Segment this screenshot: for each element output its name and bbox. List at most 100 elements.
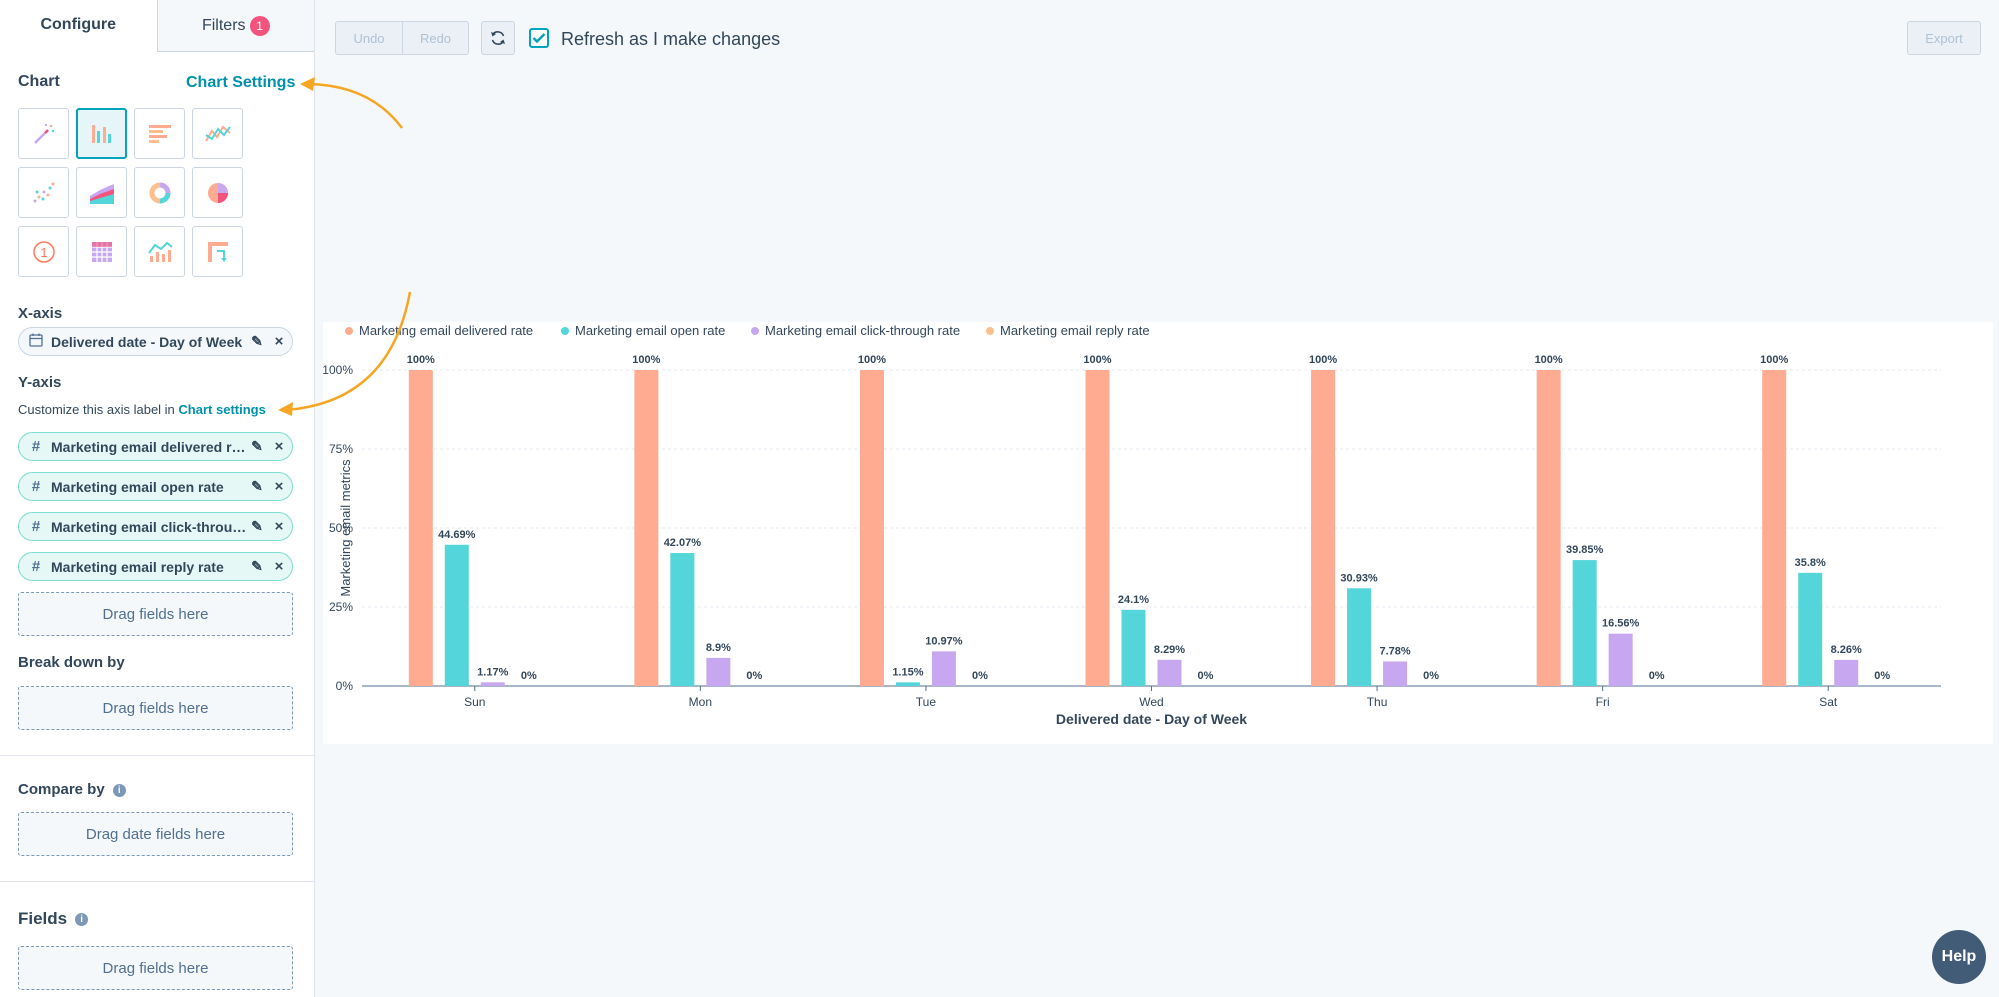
table-icon[interactable] (76, 226, 127, 277)
yaxis-hint-text: Customize this axis label in (18, 402, 175, 417)
bar (706, 657, 731, 686)
bar (634, 370, 659, 686)
combo-chart-icon[interactable] (134, 226, 185, 277)
yaxis-field-label: Marketing email reply rate (51, 558, 224, 575)
legend-marker (345, 327, 353, 335)
data-label: 10.97% (925, 635, 963, 647)
config-panel: Configure Filters 1 Chart Chart Settings (0, 0, 315, 997)
yaxis-field-pill[interactable]: # Marketing email open rate ✎ × (18, 472, 293, 501)
y-tick-label: 50% (329, 521, 353, 535)
fields-title-text: Fields (18, 909, 68, 928)
kpi-icon[interactable]: 1 (18, 226, 69, 277)
edit-pencil-icon[interactable]: ✎ (251, 333, 263, 349)
area-chart-icon[interactable] (76, 167, 127, 218)
data-label: 44.69% (438, 529, 476, 541)
remove-close-icon[interactable]: × (274, 333, 284, 350)
x-tick-label: Thu (1367, 695, 1388, 709)
bar (931, 651, 956, 686)
pivot-table-icon[interactable] (192, 226, 243, 277)
y-tick-label: 100% (323, 363, 353, 377)
edit-pencil-icon[interactable]: ✎ (251, 518, 263, 534)
legend-label: Marketing email click-through rate (765, 323, 960, 338)
yaxis-chart-settings-link[interactable]: Chart settings (178, 402, 266, 417)
edit-pencil-icon[interactable]: ✎ (251, 438, 263, 454)
bar (1536, 370, 1561, 686)
data-label: 16.56% (1602, 618, 1640, 630)
data-label: 0% (1423, 670, 1439, 682)
remove-close-icon[interactable]: × (274, 478, 284, 495)
data-label: 0% (1198, 670, 1214, 682)
annotation-arrow (307, 82, 404, 129)
checkmark-icon (532, 33, 546, 44)
hash-icon: # (31, 478, 41, 495)
yaxis-title: Y-axis (18, 374, 62, 391)
data-label: 0% (1649, 670, 1665, 682)
bar (1383, 661, 1408, 686)
hash-icon: # (31, 438, 41, 455)
bar (1762, 370, 1787, 686)
data-label: 1.17% (477, 666, 508, 678)
yaxis-field-pill[interactable]: # Marketing email reply rate ✎ × (18, 552, 293, 581)
chart-type-grid: 1 (18, 108, 243, 277)
export-button[interactable]: Export (1907, 21, 1981, 55)
tab-filters[interactable]: Filters 1 (156, 0, 314, 51)
bar (1798, 572, 1823, 686)
legend-marker (751, 327, 759, 335)
x-tick-label: Sun (464, 695, 485, 709)
refresh-checkbox[interactable] (529, 28, 549, 48)
undo-button[interactable]: Undo (335, 21, 403, 55)
data-label: 0% (521, 670, 537, 682)
xaxis-title: X-axis (18, 305, 63, 322)
bar (480, 682, 505, 686)
tab-configure[interactable]: Configure (0, 0, 157, 52)
legend-marker (986, 327, 994, 335)
vertical-bar-chart-icon[interactable] (76, 108, 127, 159)
fields-title: Fields i (18, 909, 89, 929)
legend-label: Marketing email open rate (575, 323, 725, 338)
hash-icon: # (31, 518, 41, 535)
bar (859, 370, 884, 686)
refresh-checkbox-label: Refresh as I make changes (561, 29, 781, 49)
bar (1157, 659, 1182, 686)
redo-button[interactable]: Redo (402, 21, 469, 55)
remove-close-icon[interactable]: × (274, 558, 284, 575)
magic-wand-icon[interactable] (18, 108, 69, 159)
y-tick-label: 0% (336, 679, 354, 693)
xaxis-field-pill[interactable]: Delivered date - Day of Week ✎ × (18, 327, 293, 356)
chart-settings-link[interactable]: Chart Settings (186, 74, 296, 91)
info-icon[interactable]: i (112, 783, 126, 797)
remove-close-icon[interactable]: × (274, 438, 284, 455)
tab-filters-label: Filters (201, 16, 246, 34)
info-icon[interactable]: i (75, 913, 89, 927)
data-label: 30.93% (1340, 572, 1378, 584)
yaxis-drop-zone[interactable]: Drag fields here (18, 592, 293, 636)
compare-drop-zone[interactable]: Drag date fields here (18, 812, 293, 856)
panel-tabs: Configure Filters 1 (0, 0, 314, 52)
x-tick-label: Sat (1819, 695, 1838, 709)
edit-pencil-icon[interactable]: ✎ (251, 558, 263, 574)
scatter-chart-icon[interactable] (18, 167, 69, 218)
bar-chart: Marketing email delivered rate Marketing … (323, 323, 1941, 727)
edit-pencil-icon[interactable]: ✎ (251, 478, 263, 494)
yaxis-field-pill[interactable]: # Marketing email click-through rate ✎ × (18, 512, 293, 541)
line-chart-icon[interactable] (192, 108, 243, 159)
fields-drop-zone[interactable]: Drag fields here (18, 946, 293, 990)
horizontal-bar-chart-icon[interactable] (134, 108, 185, 159)
yaxis-field-pill[interactable]: # Marketing email delivered rate ✎ × (18, 432, 293, 461)
chart-panel: Marketing email delivered rate Marketing … (323, 322, 1993, 744)
refresh-button[interactable] (481, 21, 515, 55)
yaxis-field-label: Marketing email open rate (51, 478, 224, 495)
refresh-icon (491, 31, 505, 45)
remove-close-icon[interactable]: × (274, 518, 284, 535)
x-tick-label: Wed (1139, 695, 1163, 709)
pie-chart-icon[interactable] (192, 167, 243, 218)
data-label: 100% (858, 354, 886, 366)
breakdown-drop-zone[interactable]: Drag fields here (18, 686, 293, 730)
data-label: 0% (972, 670, 988, 682)
bar (1347, 588, 1372, 686)
donut-chart-icon[interactable] (134, 167, 185, 218)
help-button[interactable]: Help (1932, 930, 1986, 984)
y-tick-label: 25% (329, 600, 353, 614)
bar (408, 370, 433, 686)
data-label: 0% (1874, 670, 1890, 682)
